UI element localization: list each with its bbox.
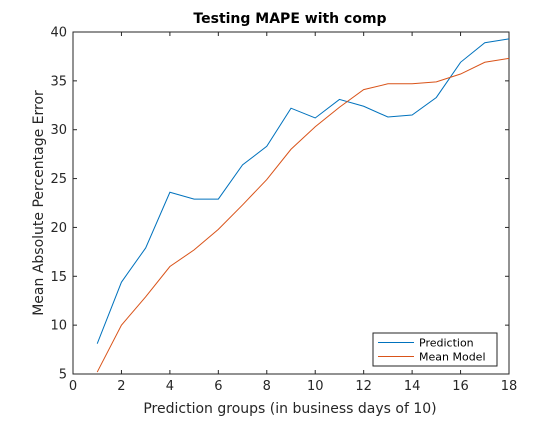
x-tick-label: 10: [307, 379, 324, 394]
x-tick-label: 16: [452, 379, 469, 394]
x-tick-label: 18: [501, 379, 518, 394]
y-tick-label: 15: [50, 270, 67, 285]
legend-box: [372, 332, 498, 367]
series-line-mean-model: [96, 57, 510, 373]
x-tick-label: 0: [69, 379, 77, 394]
x-tick-label: 6: [214, 379, 222, 394]
series-line-prediction: [96, 38, 510, 344]
chart-title: Testing MAPE with comp: [193, 11, 386, 27]
y-axis-label: Mean Absolute Percentage Error: [31, 90, 47, 316]
y-tick-label: 20: [50, 221, 67, 236]
x-axis-label: Prediction groups (in business days of 1…: [143, 401, 436, 417]
x-tick-label: 2: [117, 379, 125, 394]
legend-label: Prediction: [419, 337, 474, 350]
axes-box: [72, 31, 510, 375]
y-tick-label: 30: [50, 123, 67, 138]
x-tick-label: 4: [166, 379, 174, 394]
y-tick-label: 35: [50, 74, 67, 89]
legend-label: Mean Model: [419, 351, 486, 364]
x-tick-label: 12: [355, 379, 372, 394]
y-tick-label: 40: [50, 26, 67, 41]
x-tick-label: 8: [263, 379, 271, 394]
x-tick-label: 14: [404, 379, 421, 394]
plot-area: 0 2 4 6 8 10 12 14 16 18 5 10 15 20 25 30 35 40 Prediction…: [50, 26, 517, 395]
y-tick-label: 25: [50, 172, 67, 187]
y-tick-label: 5: [59, 368, 67, 383]
y-tick-label: 10: [50, 319, 67, 334]
